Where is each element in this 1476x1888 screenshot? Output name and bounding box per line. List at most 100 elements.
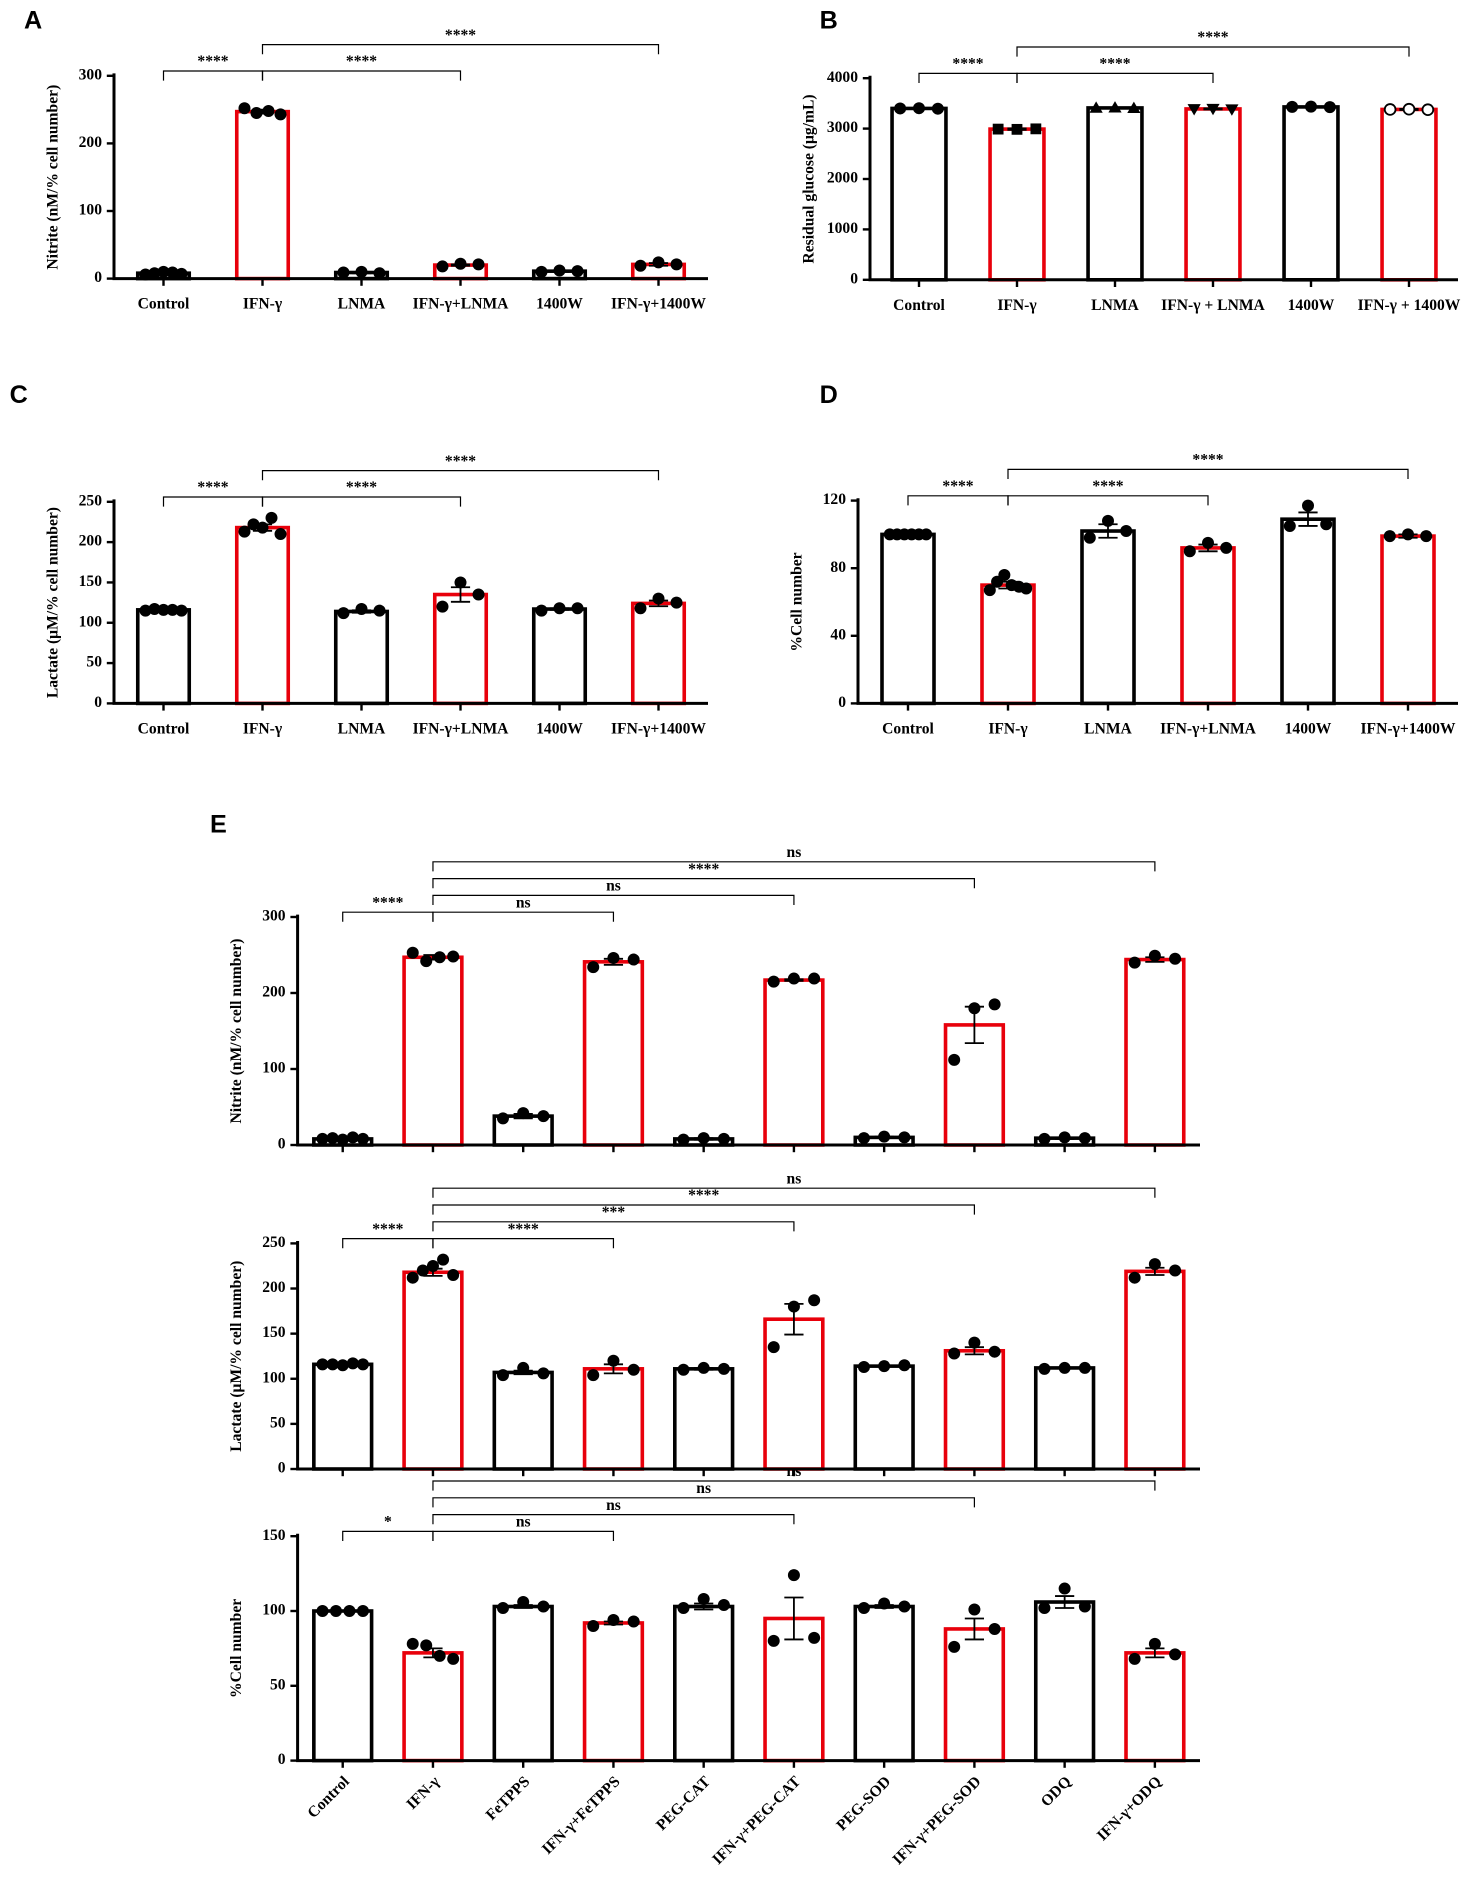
y-axis-label: Lactate (μM/% cell number)	[228, 1261, 245, 1452]
data-point	[265, 511, 278, 524]
data-point	[553, 264, 566, 277]
bar	[1380, 107, 1438, 282]
data-point	[356, 1358, 369, 1371]
y-tick-label: 0	[278, 1751, 286, 1768]
significance-bracket	[1016, 46, 1410, 57]
y-tick-label: 300	[262, 908, 286, 925]
data-point	[717, 1362, 730, 1375]
axes	[856, 498, 1458, 705]
data-point	[238, 102, 251, 115]
x-tick-label: 1400W	[536, 720, 583, 737]
data-point	[992, 123, 1004, 135]
axes	[868, 75, 1458, 282]
data-point	[416, 1264, 429, 1277]
data-point	[808, 1631, 821, 1644]
axes	[296, 1533, 1200, 1763]
y-tick-label: 2000	[827, 170, 858, 187]
significance-bracket	[432, 1187, 1156, 1198]
data-point	[988, 998, 1001, 1011]
data-point	[247, 518, 260, 531]
data-point	[454, 576, 467, 589]
y-tick-label: 150	[79, 573, 103, 590]
x-tick-label: IFN-γ+1400W	[611, 296, 706, 313]
data-point	[454, 257, 467, 270]
data-point	[1148, 949, 1161, 962]
data-point	[1038, 1132, 1051, 1145]
data-point	[262, 104, 275, 117]
data-point	[316, 1132, 329, 1145]
significance-bracket	[162, 70, 264, 81]
x-tick-label: IFN-γ+PEG-CAT	[709, 1773, 804, 1868]
y-tick-label: 0	[850, 270, 858, 287]
data-point	[326, 1358, 339, 1371]
data-point	[670, 258, 683, 271]
data-point	[948, 1053, 961, 1066]
significance-label: ns	[516, 894, 531, 911]
data-point	[274, 108, 287, 121]
x-tick-label: IFN-γ + 1400W	[1358, 297, 1461, 314]
data-point	[537, 1367, 550, 1380]
significance-label: ****	[952, 56, 983, 73]
data-point	[420, 955, 433, 968]
data-point	[1078, 1132, 1091, 1145]
significance-label: ****	[445, 453, 476, 470]
y-axis-label: %Cell number	[228, 1599, 245, 1698]
significance-bracket	[432, 1480, 1156, 1491]
y-tick-label: 0	[94, 269, 102, 286]
data-point	[948, 1347, 961, 1360]
x-tick-label: IFN-γ+ODQ	[1094, 1773, 1165, 1844]
data-point	[1187, 104, 1201, 116]
data-point	[913, 102, 925, 115]
data-point	[157, 603, 170, 616]
significance-label: ****	[346, 53, 377, 70]
data-point	[607, 952, 620, 965]
data-point	[1128, 1271, 1141, 1284]
bar	[1033, 1366, 1096, 1471]
data-point	[1420, 530, 1433, 543]
data-point	[175, 267, 188, 280]
data-point	[968, 1336, 981, 1349]
y-tick-label: 100	[79, 613, 103, 630]
data-point	[894, 102, 907, 115]
data-point	[808, 1294, 821, 1307]
data-point	[717, 1132, 730, 1145]
y-axis-label: Nitrite (nM/% cell number)	[45, 85, 62, 270]
y-tick-label: 200	[262, 984, 286, 1001]
data-point	[787, 972, 800, 985]
y-tick-label: 1000	[827, 220, 858, 237]
y-tick-label: 200	[79, 134, 103, 151]
x-tick-label: LNMA	[338, 720, 386, 737]
data-point	[316, 1358, 329, 1371]
x-tick-label: PEG-SOD	[833, 1773, 894, 1834]
error-bar	[964, 1617, 984, 1641]
data-point	[634, 602, 647, 615]
y-tick-label: 100	[262, 1602, 286, 1619]
data-point	[166, 266, 179, 279]
data-point	[1128, 1652, 1141, 1665]
data-point	[436, 260, 449, 273]
data-point	[472, 258, 485, 271]
x-tick-label: Control	[304, 1773, 353, 1822]
axes	[112, 499, 708, 705]
significance-label: ns	[787, 1170, 802, 1187]
bar	[234, 525, 291, 706]
x-tick-label: IFN-γ+1400W	[1360, 720, 1455, 737]
x-tick-label: Control	[882, 720, 934, 737]
data-point	[677, 1602, 690, 1615]
bar	[135, 608, 192, 706]
y-tick-label: 300	[79, 66, 103, 83]
bar	[1033, 1600, 1096, 1763]
significance-label: ****	[1092, 478, 1123, 495]
y-tick-label: 0	[838, 694, 846, 711]
y-tick-label: 250	[262, 1234, 286, 1251]
data-point	[517, 1596, 530, 1609]
bar	[673, 1604, 735, 1763]
y-tick-label: 0	[278, 1136, 286, 1153]
bar	[492, 1604, 554, 1763]
data-point	[316, 1605, 329, 1617]
data-point	[1148, 1258, 1161, 1271]
x-tick-label: FeTPPS	[483, 1773, 534, 1824]
data-point	[148, 603, 161, 616]
bar	[1124, 957, 1186, 1147]
